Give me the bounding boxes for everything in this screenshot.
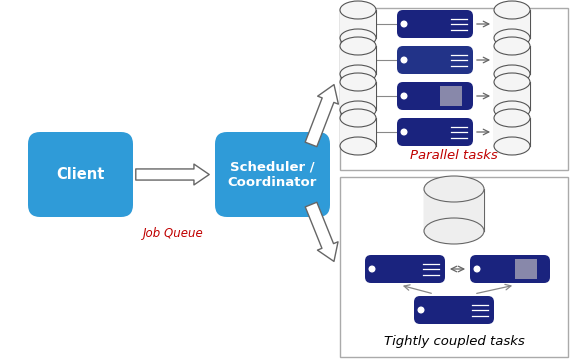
Ellipse shape bbox=[340, 101, 376, 119]
Ellipse shape bbox=[494, 29, 530, 47]
Text: Job Queue: Job Queue bbox=[143, 227, 203, 240]
Ellipse shape bbox=[424, 218, 484, 244]
Circle shape bbox=[369, 266, 375, 272]
Circle shape bbox=[401, 93, 407, 99]
Ellipse shape bbox=[494, 101, 530, 119]
Ellipse shape bbox=[424, 176, 484, 202]
Ellipse shape bbox=[494, 73, 530, 91]
Circle shape bbox=[401, 129, 407, 135]
FancyBboxPatch shape bbox=[215, 132, 330, 217]
Ellipse shape bbox=[340, 37, 376, 55]
FancyBboxPatch shape bbox=[397, 46, 473, 74]
Circle shape bbox=[418, 307, 424, 313]
FancyBboxPatch shape bbox=[28, 132, 133, 217]
Circle shape bbox=[474, 266, 480, 272]
Ellipse shape bbox=[494, 37, 530, 55]
FancyBboxPatch shape bbox=[365, 255, 445, 283]
Bar bbox=[340, 118, 376, 146]
Bar bbox=[340, 46, 376, 74]
Bar bbox=[340, 10, 376, 38]
Circle shape bbox=[401, 21, 407, 27]
Ellipse shape bbox=[340, 73, 376, 91]
Ellipse shape bbox=[340, 109, 376, 127]
FancyArrowPatch shape bbox=[136, 164, 209, 185]
Text: Client: Client bbox=[56, 167, 105, 182]
FancyArrowPatch shape bbox=[305, 202, 338, 261]
FancyBboxPatch shape bbox=[470, 255, 550, 283]
Bar bbox=[494, 10, 530, 38]
Bar bbox=[424, 189, 484, 231]
FancyBboxPatch shape bbox=[414, 296, 494, 324]
Ellipse shape bbox=[494, 1, 530, 19]
FancyBboxPatch shape bbox=[397, 82, 473, 110]
Text: Tightly coupled tasks: Tightly coupled tasks bbox=[384, 336, 524, 349]
Bar bbox=[494, 46, 530, 74]
Bar bbox=[340, 8, 568, 170]
Ellipse shape bbox=[494, 65, 530, 83]
Bar bbox=[494, 82, 530, 110]
Ellipse shape bbox=[340, 65, 376, 83]
Bar bbox=[340, 82, 376, 110]
Circle shape bbox=[401, 57, 407, 63]
Text: Parallel tasks: Parallel tasks bbox=[410, 148, 498, 161]
Bar bbox=[494, 118, 530, 146]
FancyBboxPatch shape bbox=[397, 118, 473, 146]
Ellipse shape bbox=[494, 137, 530, 155]
FancyArrowPatch shape bbox=[305, 85, 338, 147]
Ellipse shape bbox=[494, 109, 530, 127]
Ellipse shape bbox=[340, 1, 376, 19]
Ellipse shape bbox=[340, 29, 376, 47]
Ellipse shape bbox=[340, 137, 376, 155]
Bar bbox=[340, 177, 568, 357]
FancyBboxPatch shape bbox=[397, 10, 473, 38]
Text: Scheduler /
Coordinator: Scheduler / Coordinator bbox=[228, 160, 317, 189]
FancyBboxPatch shape bbox=[440, 86, 462, 106]
FancyBboxPatch shape bbox=[515, 259, 537, 279]
